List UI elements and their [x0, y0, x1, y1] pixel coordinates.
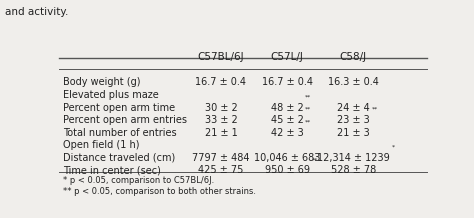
Text: 10,046 ± 683: 10,046 ± 683: [254, 153, 320, 163]
Text: C58/J: C58/J: [339, 52, 367, 62]
Text: Distance traveled (cm): Distance traveled (cm): [63, 153, 175, 163]
Text: 950 ± 69: 950 ± 69: [264, 165, 310, 175]
Text: Body weight (g): Body weight (g): [63, 77, 140, 87]
Text: **: **: [305, 94, 311, 99]
Text: 16.7 ± 0.4: 16.7 ± 0.4: [195, 77, 246, 87]
Text: Open field (1 h): Open field (1 h): [63, 140, 139, 150]
Text: Elevated plus maze: Elevated plus maze: [63, 90, 159, 100]
Text: 528 ± 78: 528 ± 78: [330, 165, 376, 175]
Text: C57BL/6J: C57BL/6J: [198, 52, 244, 62]
Text: 30 ± 2: 30 ± 2: [204, 102, 237, 112]
Text: **: **: [371, 107, 378, 112]
Text: Percent open arm time: Percent open arm time: [63, 102, 175, 112]
Text: ** p < 0.05, comparison to both other strains.: ** p < 0.05, comparison to both other st…: [63, 187, 256, 196]
Text: 16.7 ± 0.4: 16.7 ± 0.4: [262, 77, 312, 87]
Text: Percent open arm entries: Percent open arm entries: [63, 115, 187, 125]
Text: 33 ± 2: 33 ± 2: [204, 115, 237, 125]
Text: 7797 ± 484: 7797 ± 484: [192, 153, 250, 163]
Text: 21 ± 1: 21 ± 1: [204, 128, 237, 138]
Text: **: **: [305, 107, 311, 112]
Text: **: **: [311, 157, 318, 162]
Text: and activity.: and activity.: [5, 7, 68, 17]
Text: 48 ± 2: 48 ± 2: [271, 102, 303, 112]
Text: 425 ± 75: 425 ± 75: [198, 165, 244, 175]
Text: Time in center (sec): Time in center (sec): [63, 165, 161, 175]
Text: **: **: [305, 119, 311, 124]
Text: C57L/J: C57L/J: [271, 52, 303, 62]
Text: *: *: [392, 145, 394, 150]
Text: Total number of entries: Total number of entries: [63, 128, 176, 138]
Text: 45 ± 2: 45 ± 2: [271, 115, 303, 125]
Text: 12,314 ± 1239: 12,314 ± 1239: [317, 153, 390, 163]
Text: 23 ± 3: 23 ± 3: [337, 115, 370, 125]
Text: * p < 0.05, comparison to C57BL/6J.: * p < 0.05, comparison to C57BL/6J.: [63, 176, 214, 185]
Text: 21 ± 3: 21 ± 3: [337, 128, 370, 138]
Text: 24 ± 4: 24 ± 4: [337, 102, 370, 112]
Text: 16.3 ± 0.4: 16.3 ± 0.4: [328, 77, 379, 87]
Text: 42 ± 3: 42 ± 3: [271, 128, 303, 138]
